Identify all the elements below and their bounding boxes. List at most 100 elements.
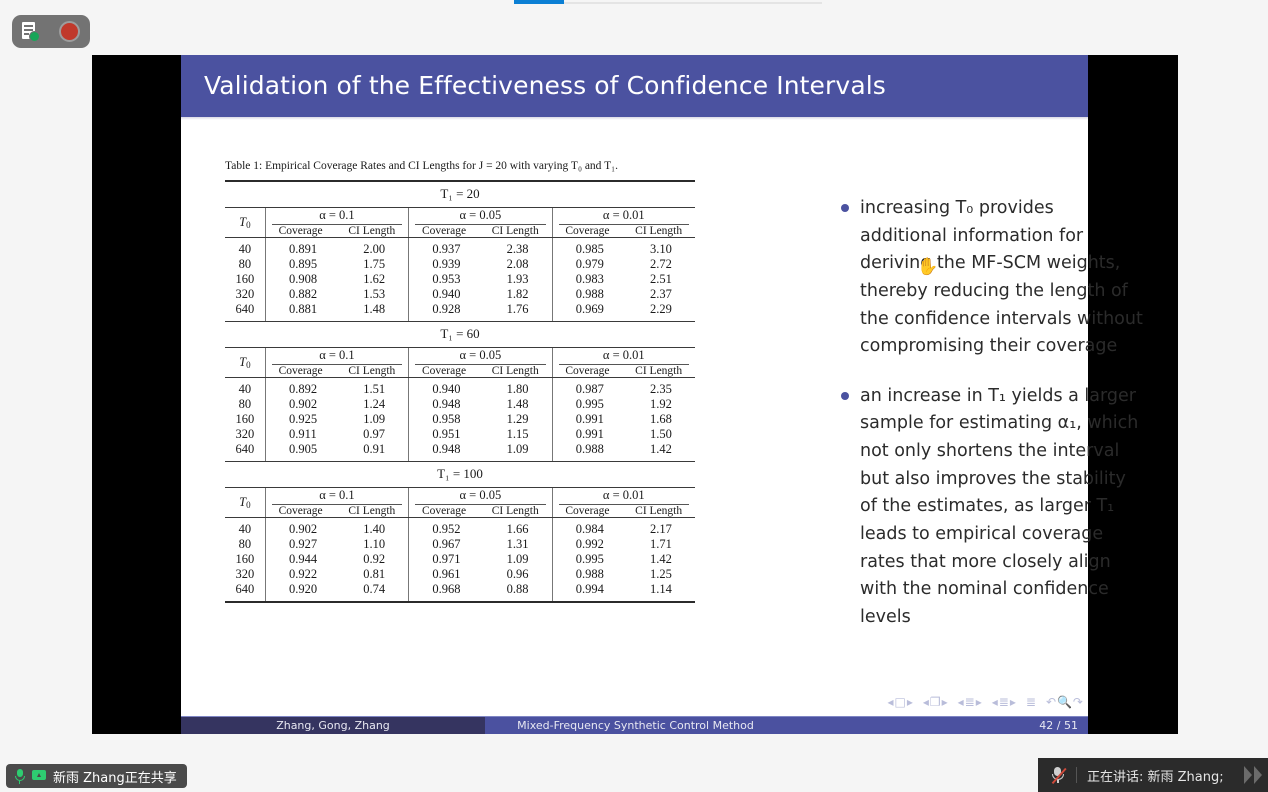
table-cell-group: 0.988 1.25 [551, 567, 695, 582]
row-label: 640 [235, 302, 255, 316]
active-tab-indicator [514, 0, 564, 4]
table-row: 160 0.925 1.09 0.958 1.29 0.991 1.68 [225, 412, 695, 427]
chevrons-right-icon[interactable] [1244, 766, 1262, 784]
subheader-cell: Coverage CI Length [551, 365, 695, 377]
microphone-icon[interactable] [14, 768, 25, 784]
row-label: 640 [235, 442, 255, 456]
row-label-header: T0 [239, 355, 251, 370]
shared-screen-area: Validation of the Effectiveness of Confi… [92, 55, 1178, 734]
table-caption: Table 1: Empirical Coverage Rates and CI… [225, 160, 619, 172]
table-cell-group: 0.961 0.96 [408, 567, 553, 582]
table-cell-group: 0.905 0.91 [264, 442, 409, 461]
subheader-cell: Coverage CI Length [264, 225, 409, 237]
subheader-row: Coverage CI Length Coverage CI Length Covera… [225, 365, 695, 377]
toc-icon[interactable]: ≣ [1025, 695, 1037, 709]
list-item: an increase in T₁ yields a larger sample… [841, 383, 1146, 632]
table-cell-group: 0.983 2.51 [551, 272, 695, 287]
table-cell-group: 0.987 2.35 [551, 378, 695, 397]
table-top-rule [225, 180, 695, 182]
table-row: 80 0.902 1.24 0.948 1.48 0.995 1.92 [225, 397, 695, 412]
table-cell-group: 0.882 1.53 [264, 287, 409, 302]
panel-title: T₁ = 100 [437, 466, 483, 481]
beamer-navigation-symbols[interactable]: ◂□▸ ◂❐▸ ◂≣▸ ◂≣▸ ≣ ↶🔍↷ [744, 693, 1084, 711]
table-cell-group: 0.971 1.09 [408, 552, 553, 567]
table-cell-group: 0.968 0.88 [408, 582, 553, 601]
table-cell-group: 0.902 1.40 [264, 518, 409, 537]
frame-nav-group[interactable]: ◂❐▸ [922, 695, 949, 709]
subheader-cell: Coverage CI Length [408, 505, 553, 517]
table-row: 320 0.882 1.53 0.940 1.82 0.988 2.37 [225, 287, 695, 302]
list-item: increasing T₀ provides additional inform… [841, 195, 1146, 361]
screen-share-icon[interactable] [32, 770, 46, 782]
record-button-icon[interactable] [59, 21, 80, 42]
subheader-cell: Coverage CI Length [264, 505, 409, 517]
table-cell-group: 0.881 1.48 [264, 302, 409, 321]
table-row: 320 0.911 0.97 0.951 1.15 0.991 1.50 [225, 427, 695, 442]
row-label: 40 [238, 242, 252, 256]
subheader-cell: Coverage CI Length [551, 225, 695, 237]
table-cell-group: 0.891 2.00 [264, 238, 409, 257]
active-speaker-bar[interactable]: 正在讲话: 新雨 Zhang; [1038, 758, 1268, 792]
presentation-slide: Validation of the Effectiveness of Confi… [181, 55, 1143, 734]
screen-share-badge[interactable]: 新雨 Zhang正在共享 [6, 764, 187, 788]
row-label: 160 [235, 552, 255, 566]
table-cell-group: 0.979 2.72 [551, 257, 695, 272]
microphone-muted-icon[interactable] [1050, 766, 1067, 784]
table-panel: T₁ = 100 T0 α = 0.1 α = 0.05 α = 0.01 Coverag… [225, 462, 695, 603]
table-panel: T₁ = 60 T0 α = 0.1 α = 0.05 α = 0.01 Coverage… [225, 322, 695, 462]
row-label: 80 [238, 397, 252, 411]
slide-nav-group[interactable]: ◂□▸ [887, 695, 914, 709]
alpha-group-header: α = 0.05 [408, 488, 553, 505]
table-cell-group: 0.922 0.81 [264, 567, 409, 582]
table-cell-group: 0.939 2.08 [408, 257, 553, 272]
row-label-header: T0 [239, 495, 251, 510]
table-row: 320 0.922 0.81 0.961 0.96 0.988 1.25 [225, 567, 695, 582]
subsection-nav-group[interactable]: ◂≣▸ [957, 695, 983, 709]
rule [225, 237, 695, 238]
panel-table: T0 α = 0.1 α = 0.05 α = 0.01 Coverage CI Leng… [225, 348, 695, 377]
table-cell-group: 0.988 2.37 [551, 287, 695, 302]
alpha-group-header: α = 0.01 [551, 488, 695, 505]
alpha-group-header: α = 0.1 [264, 348, 409, 365]
rule [225, 517, 695, 518]
table-cell-group: 0.967 1.31 [408, 537, 553, 552]
alpha-header-row: T0 α = 0.1 α = 0.05 α = 0.01 [225, 488, 695, 510]
row-label: 320 [235, 427, 255, 441]
rule [225, 487, 695, 488]
results-table: Table 1: Empirical Coverage Rates and CI… [225, 160, 695, 603]
alpha-group-header: α = 0.1 [264, 488, 409, 505]
table-cell-group: 0.948 1.48 [408, 397, 553, 412]
hand-grab-cursor: ✋ [917, 257, 939, 277]
row-label: 80 [238, 537, 252, 551]
table-cell-group: 0.925 1.09 [264, 412, 409, 427]
subheader-cell: Coverage CI Length [408, 365, 553, 377]
subheader-row: Coverage CI Length Coverage CI Length Covera… [225, 225, 695, 237]
notes-document-icon[interactable] [22, 22, 40, 42]
back-search-forward-group[interactable]: ↶🔍↷ [1045, 695, 1084, 709]
row-label: 640 [235, 582, 255, 596]
rule [225, 207, 695, 208]
panel-table: T0 α = 0.1 α = 0.05 α = 0.01 Coverage CI Leng… [225, 488, 695, 517]
table-cell-group: 0.994 1.14 [551, 582, 695, 601]
table-cell-group: 0.937 2.38 [408, 238, 553, 257]
alpha-header-row: T0 α = 0.1 α = 0.05 α = 0.01 [225, 208, 695, 230]
section-nav-group[interactable]: ◂≣▸ [991, 695, 1017, 709]
slide-header: Validation of the Effectiveness of Confi… [181, 55, 1088, 117]
header-shadow [181, 117, 1088, 120]
row-label: 160 [235, 412, 255, 426]
table-row: 80 0.927 1.10 0.967 1.31 0.992 1.71 [225, 537, 695, 552]
bullet-text-0: increasing T₀ provides additional inform… [860, 198, 1143, 357]
table-cell-group: 0.940 1.80 [408, 378, 553, 397]
footer-page-number: 42 / 51 [786, 716, 1088, 734]
meeting-controls-pill[interactable] [12, 15, 90, 48]
table-cell-group: 0.952 1.66 [408, 518, 553, 537]
alpha-group-header: α = 0.05 [408, 208, 553, 225]
alpha-header-row: T0 α = 0.1 α = 0.05 α = 0.01 [225, 348, 695, 370]
alpha-group-header: α = 0.01 [551, 348, 695, 365]
table-cell-group: 0.927 1.10 [264, 537, 409, 552]
rule [225, 601, 695, 603]
subheader-cell: Coverage CI Length [551, 505, 695, 517]
footer-authors: Zhang, Gong, Zhang [181, 716, 485, 734]
table-row: 640 0.881 1.48 0.928 1.76 0.969 2.29 [225, 302, 695, 321]
